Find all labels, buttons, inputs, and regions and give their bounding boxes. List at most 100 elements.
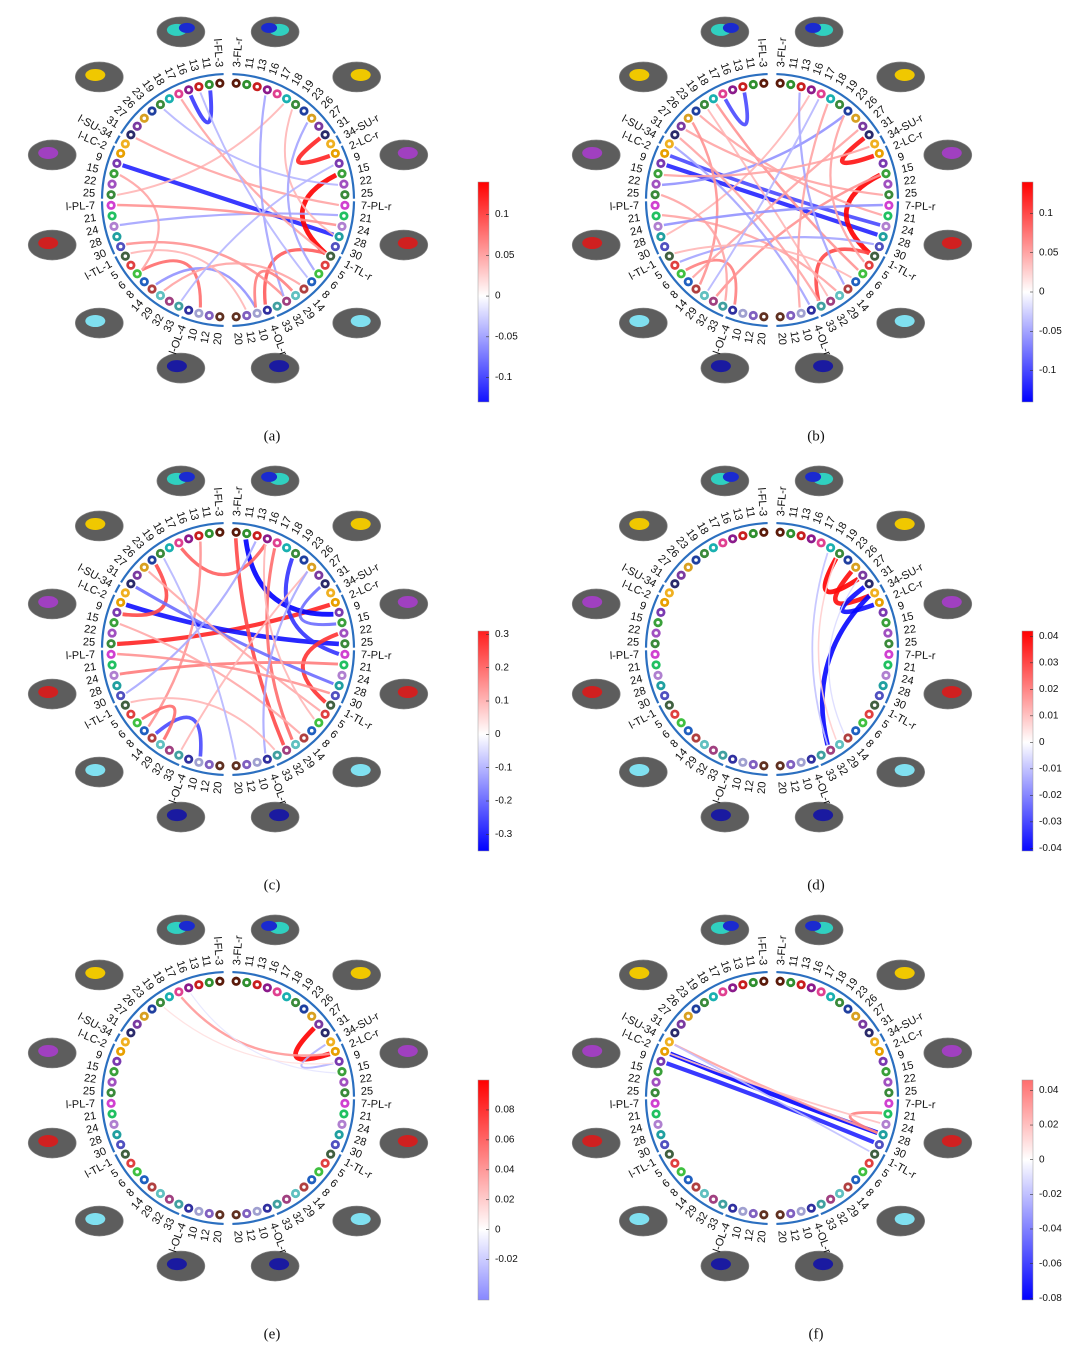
brain-icon <box>795 17 843 47</box>
node-label: 12 <box>743 779 757 793</box>
connection <box>285 109 334 234</box>
brain-icon <box>157 17 205 47</box>
node-label: 25 <box>83 187 96 200</box>
brain-icon <box>619 757 667 787</box>
lobe-arc <box>115 136 119 144</box>
brain-icon <box>333 1206 381 1236</box>
node-label: 9 <box>638 151 648 164</box>
brain-icon <box>380 679 428 709</box>
colorbar-tick-label: 0 <box>495 729 501 740</box>
colorbar-tick-label: -0.02 <box>1039 790 1062 801</box>
node-label: 22 <box>627 623 641 637</box>
node-label: l-PL-7 <box>66 649 96 662</box>
brain-icon <box>924 230 972 260</box>
brain-icon <box>75 511 123 541</box>
brain-icon <box>75 308 123 338</box>
colorbar <box>478 1080 489 1300</box>
brain-icon <box>157 466 205 496</box>
lobe-arc <box>880 1034 884 1042</box>
brain-icon <box>701 353 749 383</box>
colorbar-tick-label: -0.2 <box>495 796 513 807</box>
brain-icon <box>251 466 299 496</box>
node-label: 20 <box>212 781 225 794</box>
node-label: 12 <box>787 779 801 793</box>
colorbar-tick-label: -0.01 <box>1039 763 1062 774</box>
panel: 3-FL-r1113161718192326273134-SU-r2-LC-r9… <box>572 466 1062 894</box>
node-label: 22 <box>83 174 97 188</box>
node-label: 20 <box>212 332 225 345</box>
node-label: 12 <box>199 1228 213 1242</box>
colorbar-tick-label: 0.03 <box>1039 657 1059 668</box>
node-label: 25 <box>83 1085 96 1098</box>
brain-icon <box>251 17 299 47</box>
colorbar-tick-label: -0.08 <box>1039 1293 1062 1304</box>
colorbar-tick-label: 0.04 <box>495 1164 515 1175</box>
node-label: 12 <box>199 330 213 344</box>
brain-icon <box>380 140 428 170</box>
brain-icon <box>333 511 381 541</box>
lobe-arc <box>659 585 663 593</box>
panel: 3-FL-r1113161718192326273134-SU-r2-LC-r9… <box>28 915 518 1343</box>
colorbar-tick-label: -0.04 <box>1039 1224 1062 1235</box>
panel: 3-FL-r1113161718192326273134-SU-r2-LC-r9… <box>572 915 1062 1343</box>
brain-icon <box>924 1038 972 1068</box>
node-label: 9 <box>94 1049 104 1062</box>
node-label: 22 <box>627 174 641 188</box>
brain-icon <box>333 62 381 92</box>
brain-icon <box>380 230 428 260</box>
brain-icon <box>75 1206 123 1236</box>
node-label: 25 <box>627 187 640 200</box>
brain-icon <box>619 511 667 541</box>
node-label: l-PL-7 <box>610 1098 640 1111</box>
colorbar-tick-label: 0 <box>1039 287 1045 298</box>
node-label: 12 <box>199 779 213 793</box>
colorbar-tick-label: 0 <box>1039 737 1045 748</box>
colorbar-tick-label: -0.1 <box>495 762 513 773</box>
brain-icon <box>251 915 299 945</box>
node-label: 20 <box>775 332 788 345</box>
node-label: 9 <box>896 600 906 613</box>
node-label: 12 <box>243 1228 257 1242</box>
brain-icon <box>924 589 972 619</box>
node-label: 9 <box>352 600 362 613</box>
colorbar-tick-label: 0.01 <box>1039 710 1059 721</box>
colorbar-tick-label: -0.03 <box>1039 816 1062 827</box>
colorbar-tick-label: 0.04 <box>1039 631 1059 642</box>
colorbar-tick-label: 0.04 <box>1039 1085 1059 1096</box>
brain-icon <box>701 17 749 47</box>
figure: 3-FL-r1113161718192326273134-SU-r2-LC-r9… <box>0 0 1088 1347</box>
brain-icon <box>795 466 843 496</box>
connection <box>675 1045 870 1151</box>
brain-icon <box>877 960 925 990</box>
colorbar-tick-label: 0.05 <box>495 250 515 261</box>
colorbar-tick-label: 0.3 <box>495 629 509 640</box>
connection <box>181 997 329 1055</box>
node-label: 25 <box>361 636 374 649</box>
node-label: 22 <box>903 1072 917 1086</box>
brain-icon <box>75 62 123 92</box>
lobe-arc <box>115 585 119 593</box>
brain-icon <box>572 589 620 619</box>
node-label: 12 <box>743 1228 757 1242</box>
brain-icon <box>572 1038 620 1068</box>
brain-icon <box>701 1251 749 1281</box>
brain-icon <box>28 589 76 619</box>
colorbar-tick-label: -0.02 <box>495 1254 518 1265</box>
lobe-arc <box>880 136 884 144</box>
node-label: 12 <box>743 330 757 344</box>
node-label: 9 <box>638 1049 648 1062</box>
caption: (e) <box>264 1326 281 1342</box>
colorbar-tick-label: -0.05 <box>1039 326 1062 337</box>
colorbar-tick-label: 0.05 <box>1039 247 1059 258</box>
brain-icon <box>701 802 749 832</box>
node-label: 25 <box>905 1085 918 1098</box>
node-label: 12 <box>243 779 257 793</box>
panel: 3-FL-r1113161718192326273134-SU-r2-LC-r9… <box>28 17 518 445</box>
brain-icon <box>572 140 620 170</box>
node-label: 7-PL-r <box>905 1098 936 1111</box>
colorbar-tick-label: -0.3 <box>495 829 513 840</box>
caption: (f) <box>809 1326 824 1342</box>
colorbar <box>478 182 489 402</box>
node-label: 20 <box>231 1230 244 1243</box>
brain-icon <box>157 915 205 945</box>
